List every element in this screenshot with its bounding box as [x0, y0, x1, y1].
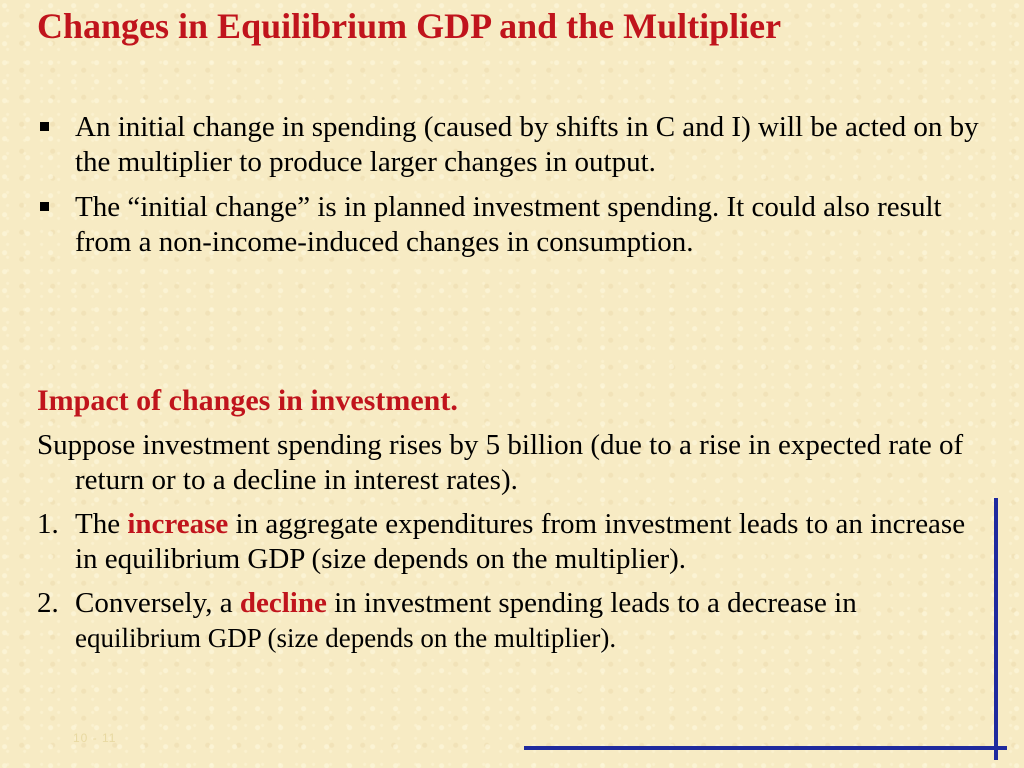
point-number: 1.	[37, 508, 59, 540]
point-text-before: Conversely, a	[75, 587, 240, 619]
numbered-point: 2. Conversely, a decline in investment sp…	[37, 586, 987, 656]
point-text-before: The	[75, 508, 128, 540]
numbered-point: 1. The increase in aggregate expenditures…	[37, 507, 987, 577]
bullet-text: The “initial change” is in planned inves…	[75, 191, 942, 258]
point-text-after: in investment spending leads to a decrea…	[326, 587, 857, 619]
section-heading: Impact of changes in investment.	[37, 384, 458, 417]
bullet-item: An initial change in spending (caused by…	[37, 110, 982, 180]
bullet-item: The “initial change” is in planned inves…	[37, 190, 982, 260]
decorative-horizontal-rule	[524, 746, 1007, 750]
decorative-vertical-rule	[994, 498, 998, 760]
point-text-tail: equilibrium GDP (size depends on the mul…	[75, 623, 617, 653]
point-number: 2.	[37, 587, 59, 619]
body-block: Suppose investment spending rises by 5 b…	[37, 428, 987, 665]
point-text-after: in aggregate expenditures from investmen…	[75, 508, 966, 575]
highlight-word: increase	[127, 508, 229, 540]
square-bullet-icon	[40, 202, 49, 211]
slide-title: Changes in Equilibrium GDP and the Multi…	[37, 6, 782, 46]
page-number: 10 - 11	[73, 731, 117, 745]
highlight-word: decline	[239, 587, 327, 619]
bullet-list: An initial change in spending (caused by…	[37, 110, 982, 270]
square-bullet-icon	[40, 122, 49, 131]
bullet-text: An initial change in spending (caused by…	[75, 111, 979, 178]
intro-paragraph: Suppose investment spending rises by 5 b…	[37, 429, 964, 496]
